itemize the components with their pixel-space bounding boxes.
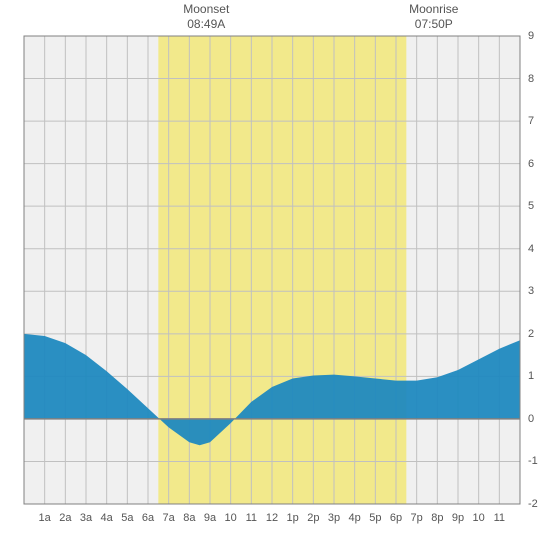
x-tick-label: 4p [349, 512, 361, 524]
annotation-moonrise: Moonrise 07:50P [404, 2, 464, 32]
x-tick-label: 1a [39, 512, 51, 524]
x-tick-label: 2p [307, 512, 319, 524]
x-tick-label: 12 [266, 512, 278, 524]
x-tick-label: 6a [142, 512, 154, 524]
y-tick-label: 3 [528, 285, 534, 297]
annotation-title: Moonset [176, 2, 236, 17]
y-tick-label: 0 [528, 413, 534, 425]
y-tick-label: 9 [528, 30, 534, 42]
y-tick-label: 1 [528, 370, 534, 382]
x-tick-label: 7a [163, 512, 175, 524]
x-tick-label: 1p [287, 512, 299, 524]
x-tick-label: 11 [494, 512, 505, 524]
x-tick-label: 9a [204, 512, 216, 524]
x-tick-label: 10 [473, 512, 485, 524]
y-tick-label: 6 [528, 158, 534, 170]
annotation-value: 07:50P [404, 17, 464, 32]
y-tick-label: 7 [528, 115, 534, 127]
y-tick-label: 4 [528, 243, 534, 255]
x-tick-label: 10 [225, 512, 237, 524]
x-tick-label: 4a [101, 512, 113, 524]
chart-canvas [0, 0, 550, 550]
y-tick-label: 2 [528, 328, 534, 340]
x-tick-label: 2a [59, 512, 71, 524]
y-tick-label: -1 [528, 455, 538, 467]
x-tick-label: 8p [431, 512, 443, 524]
x-tick-label: 7p [411, 512, 423, 524]
x-tick-label: 3p [328, 512, 340, 524]
annotation-value: 08:49A [176, 17, 236, 32]
annotation-moonset: Moonset 08:49A [176, 2, 236, 32]
tide-chart: Moonset 08:49A Moonrise 07:50P 1a 2a 3a 4a 5… [0, 0, 550, 550]
y-tick-label: 5 [528, 200, 534, 212]
x-tick-label: 11 [246, 512, 257, 524]
x-tick-label: 9p [452, 512, 464, 524]
y-tick-label: 8 [528, 73, 534, 85]
x-tick-label: 8a [183, 512, 195, 524]
x-tick-label: 5p [369, 512, 381, 524]
x-tick-label: 5a [121, 512, 133, 524]
x-tick-label: 3a [80, 512, 92, 524]
annotation-title: Moonrise [404, 2, 464, 17]
x-tick-label: 6p [390, 512, 402, 524]
y-tick-label: -2 [528, 498, 538, 510]
